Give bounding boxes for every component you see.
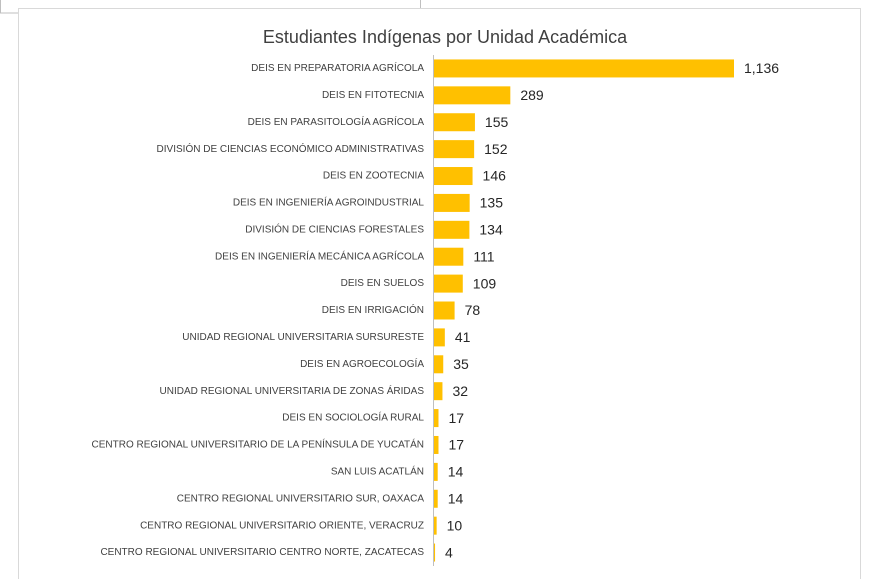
value-label: 134 (479, 222, 503, 238)
value-label: 4 (445, 544, 453, 560)
value-label: 111 (473, 248, 494, 264)
value-label: 78 (465, 302, 481, 318)
category-label: DIVISIÓN DE CIENCIAS ECONÓMICO ADMINISTR… (157, 142, 425, 155)
value-label: 155 (485, 114, 509, 130)
value-label: 152 (484, 141, 508, 157)
value-label: 146 (483, 168, 507, 184)
category-label: DEIS EN INGENIERÍA MECÁNICA AGRÍCOLA (215, 249, 424, 262)
bar (434, 167, 473, 186)
bar (434, 220, 470, 239)
value-label: 1,136 (744, 60, 779, 76)
bar (434, 59, 734, 78)
bar (434, 543, 436, 562)
value-label: 17 (448, 437, 464, 453)
category-label: DEIS EN INGENIERÍA AGROINDUSTRIAL (233, 196, 425, 209)
category-label: CENTRO REGIONAL UNIVERSITARIO SUR, OAXAC… (177, 493, 425, 504)
value-label: 135 (480, 195, 504, 211)
bar (434, 382, 443, 401)
category-label: SAN LUIS ACATLÁN (331, 465, 424, 478)
category-label: UNIDAD REGIONAL UNIVERSITARIA SURSURESTE (182, 332, 424, 343)
value-label: 32 (452, 383, 468, 399)
category-label: DEIS EN ZOOTECNIA (323, 171, 424, 182)
bar (434, 301, 455, 320)
bar (434, 247, 464, 266)
bar (434, 355, 444, 374)
bar (434, 193, 470, 212)
category-label: UNIDAD REGIONAL UNIVERSITARIA DE ZONAS Á… (160, 384, 425, 397)
category-label: DEIS EN IRRIGACIÓN (322, 303, 424, 316)
value-label: 289 (520, 87, 544, 103)
category-label: DEIS EN PREPARATORIA AGRÍCOLA (251, 61, 424, 74)
category-label: DIVISIÓN DE CIENCIAS FORESTALES (245, 222, 424, 235)
category-label: CENTRO REGIONAL UNIVERSITARIO ORIENTE, V… (140, 520, 424, 531)
category-label: DEIS EN SUELOS (341, 278, 425, 289)
category-label: DEIS EN SOCIOLOGÍA RURAL (282, 411, 424, 424)
bar (434, 516, 437, 535)
category-label: DEIS EN PARASITOLOGÍA AGRÍCOLA (248, 115, 425, 128)
value-label: 35 (453, 356, 469, 372)
category-label: DEIS EN AGROECOLOGÍA (300, 357, 424, 370)
value-label: 10 (447, 517, 463, 533)
bar (434, 328, 445, 347)
bar (434, 86, 511, 105)
bar (434, 140, 475, 159)
value-label: 14 (448, 464, 464, 480)
bar (434, 462, 438, 481)
value-label: 14 (448, 490, 464, 506)
category-label: DEIS EN FITOTECNIA (322, 90, 424, 101)
bar (434, 489, 438, 508)
category-label: CENTRO REGIONAL UNIVERSITARIO DE LA PENÍ… (92, 438, 424, 451)
bar (434, 435, 439, 454)
value-label: 17 (448, 410, 464, 426)
value-label: 109 (473, 275, 497, 291)
bar (434, 274, 463, 293)
value-label: 41 (455, 329, 471, 345)
bar (434, 113, 475, 132)
chart-title: Estudiantes Indígenas por Unidad Académi… (263, 27, 628, 47)
category-label: CENTRO REGIONAL UNIVERSITARIO CENTRO NOR… (100, 547, 424, 558)
bar (434, 409, 439, 428)
